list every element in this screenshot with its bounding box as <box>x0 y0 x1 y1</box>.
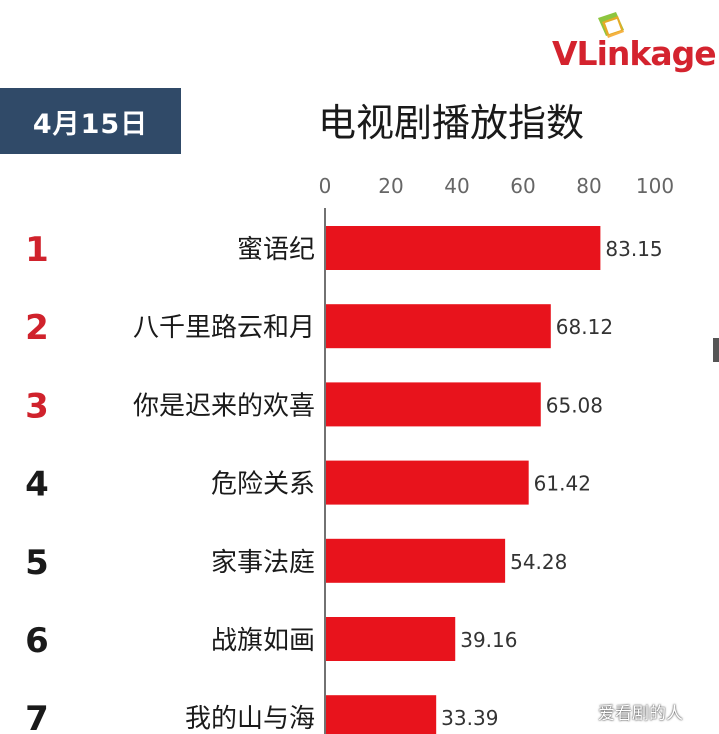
value-label: 83.15 <box>605 237 662 261</box>
x-tick-label: 100 <box>636 174 674 198</box>
rank-number: 5 <box>25 543 49 583</box>
logo-letters-rest: Linkage <box>576 34 717 73</box>
vlinkage-logo: VLinkage <box>552 10 717 74</box>
bar <box>326 538 506 583</box>
x-tick-label: 20 <box>378 174 403 198</box>
logo-letter-v: V <box>552 34 578 73</box>
logo-text: VLinkage <box>552 34 717 73</box>
watermark: 爱看剧的人 <box>598 704 683 724</box>
rank-number: 6 <box>25 621 49 661</box>
bar <box>326 304 551 349</box>
value-label: 39.16 <box>460 628 517 652</box>
rank-number: 7 <box>25 699 49 734</box>
x-tick-label: 60 <box>510 174 535 198</box>
value-label: 33.39 <box>441 706 498 730</box>
category-label: 家事法庭 <box>211 548 315 578</box>
category-label: 蜜语纪 <box>237 235 315 265</box>
bar <box>326 695 437 734</box>
bar <box>326 460 529 505</box>
category-label: 你是迟来的欢喜 <box>133 391 315 421</box>
category-label: 危险关系 <box>211 470 315 500</box>
value-label: 68.12 <box>556 315 613 339</box>
bar <box>326 382 541 427</box>
value-label: 54.28 <box>510 550 567 574</box>
x-tick-label: 0 <box>319 174 332 198</box>
logo-mark-icon <box>598 12 624 38</box>
rank-number: 2 <box>25 308 49 348</box>
value-label: 65.08 <box>546 393 603 417</box>
chart-title: 电视剧播放指数 <box>318 101 585 145</box>
rank-number: 1 <box>25 230 49 270</box>
bar <box>326 226 601 270</box>
bar <box>326 617 456 661</box>
x-tick-label: 80 <box>576 174 601 198</box>
edge-mark <box>713 338 719 362</box>
rank-number: 3 <box>25 386 49 426</box>
x-tick-label: 40 <box>444 174 469 198</box>
category-label: 战旗如画 <box>211 626 315 656</box>
category-label: 八千里路云和月 <box>133 313 315 343</box>
bar-chart: 0 20 40 60 80 100 83.15 蜜语纪 1 68.12 八千里路云和月 2 65.08 你… <box>25 174 674 734</box>
rank-number: 4 <box>25 465 49 505</box>
category-label: 我的山与海 <box>185 704 315 734</box>
date-badge: 4月15日 <box>0 88 181 154</box>
value-label: 61.42 <box>534 472 591 496</box>
